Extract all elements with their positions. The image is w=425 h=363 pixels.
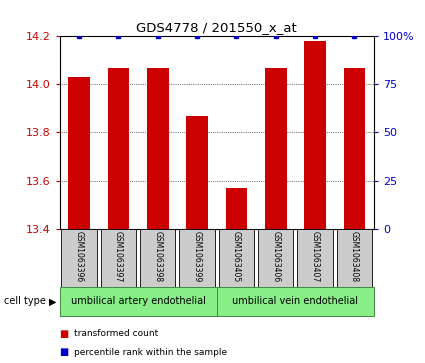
Text: percentile rank within the sample: percentile rank within the sample (74, 348, 227, 356)
Text: ■: ■ (60, 329, 69, 339)
Bar (140, 229, 176, 287)
Bar (304, 41, 326, 229)
Bar (343, 68, 365, 229)
Text: umbilical vein endothelial: umbilical vein endothelial (232, 296, 358, 306)
Bar (258, 229, 293, 287)
Bar (337, 229, 372, 287)
Bar (265, 68, 286, 229)
Title: GDS4778 / 201550_x_at: GDS4778 / 201550_x_at (136, 21, 297, 34)
Text: GSM1063408: GSM1063408 (350, 231, 359, 282)
Text: GSM1063406: GSM1063406 (271, 231, 280, 282)
Bar (217, 287, 374, 316)
Bar (219, 229, 254, 287)
Text: cell type: cell type (4, 296, 46, 306)
Bar (298, 229, 333, 287)
Text: ■: ■ (60, 347, 69, 357)
Text: GSM1063397: GSM1063397 (114, 231, 123, 282)
Bar (226, 188, 247, 229)
Bar (186, 116, 208, 229)
Bar (101, 229, 136, 287)
Text: umbilical artery endothelial: umbilical artery endothelial (71, 296, 206, 306)
Text: GSM1063407: GSM1063407 (311, 231, 320, 282)
Text: transformed count: transformed count (74, 330, 159, 338)
Bar (108, 68, 129, 229)
Bar (60, 287, 217, 316)
Text: GSM1063396: GSM1063396 (75, 231, 84, 282)
Text: ▶: ▶ (49, 296, 57, 306)
Bar (62, 229, 97, 287)
Text: GSM1063398: GSM1063398 (153, 231, 162, 282)
Bar (179, 229, 215, 287)
Bar (147, 68, 169, 229)
Text: GSM1063399: GSM1063399 (193, 231, 201, 282)
Text: GSM1063405: GSM1063405 (232, 231, 241, 282)
Bar (68, 77, 90, 229)
